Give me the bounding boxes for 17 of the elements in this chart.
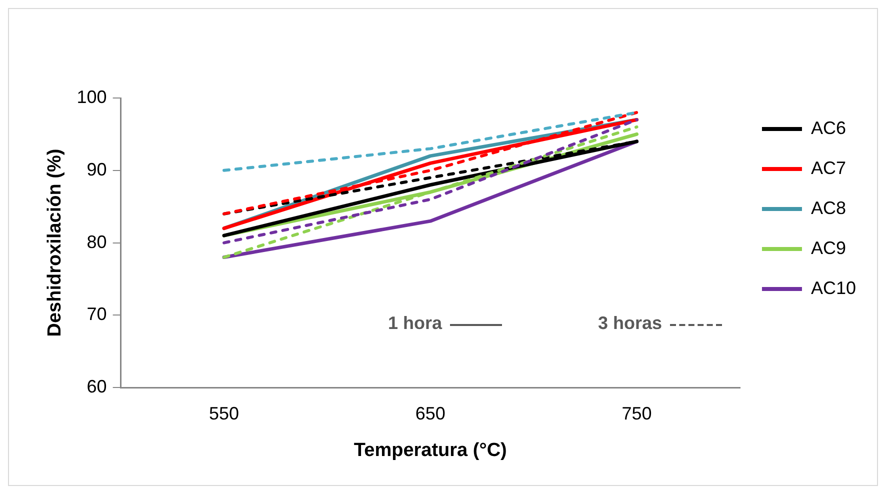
x-tick-label: 750	[622, 403, 652, 424]
y-tick-label: 100	[76, 86, 107, 107]
annotation: 1 hora	[388, 313, 442, 334]
y-tick-label: 60	[86, 376, 107, 397]
legend-label: AC9	[810, 238, 846, 258]
y-axis-title: Deshidroxilación (%)	[44, 148, 66, 337]
x-tick-label: 550	[209, 403, 240, 424]
y-tick-label: 80	[86, 232, 107, 252]
legend-label: AC6	[810, 118, 846, 138]
legend-label: AC10	[810, 278, 856, 298]
y-tick-label: 90	[86, 159, 107, 180]
x-tick-label: 650	[415, 403, 446, 424]
annotation: 3 horas	[598, 313, 662, 334]
legend-label: AC7	[810, 158, 846, 178]
x-axis-title: Temperatura (°C)	[354, 440, 507, 461]
legend-label: AC8	[810, 198, 846, 218]
y-tick-label: 70	[86, 304, 107, 324]
